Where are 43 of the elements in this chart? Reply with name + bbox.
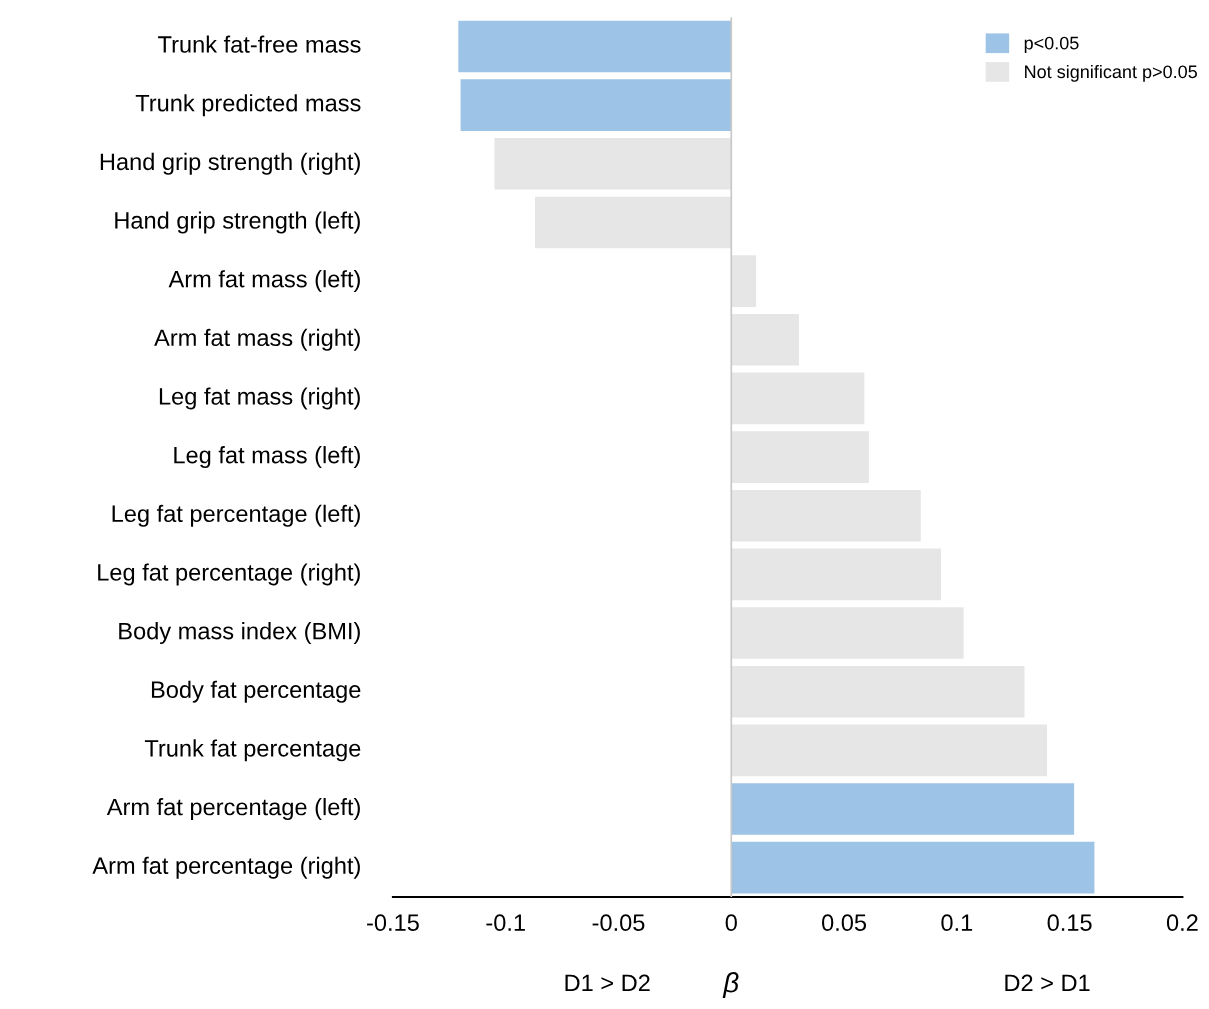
bar	[731, 841, 1095, 894]
y-tick-label: Hand grip strength (right)	[100, 152, 360, 175]
bar	[731, 607, 964, 659]
y-tick-label: Arm fat percentage (left)	[106, 798, 360, 821]
y-tick-label: Body fat percentage	[151, 680, 361, 703]
y-tick-label: Body mass index (BMI)	[119, 622, 360, 645]
x-tick-label: 0	[725, 914, 737, 932]
bar	[731, 431, 869, 483]
bar	[731, 313, 799, 366]
x-tick-label: -0.1	[486, 914, 525, 932]
bar	[731, 255, 757, 307]
bar	[731, 783, 1075, 835]
y-tick-label: Arm fat mass (right)	[154, 328, 360, 351]
x-axis-title: β	[722, 972, 739, 998]
legend-label: Not significant p>0.05	[1025, 64, 1197, 82]
legend-label: p<0.05	[1024, 36, 1079, 54]
y-tick-label: Leg fat mass (right)	[159, 387, 360, 410]
bar	[731, 724, 1048, 777]
x-tick-label: 0.2	[1166, 914, 1198, 932]
bar	[731, 548, 942, 601]
bar	[731, 665, 1025, 718]
y-tick-label: Trunk predicted mass	[135, 94, 361, 117]
y-tick-label: Trunk fat-free mass	[158, 35, 361, 53]
bar	[494, 137, 732, 190]
x-tick-label: -0.15	[367, 914, 419, 932]
bar	[535, 196, 732, 249]
y-tick-label: Arm fat percentage (right)	[92, 856, 360, 879]
bar	[731, 372, 865, 425]
y-tick-label: Hand grip strength (left)	[115, 211, 360, 234]
text: D1 > D2	[565, 974, 650, 992]
y-tick-label: Leg fat percentage (right)	[98, 563, 360, 586]
x-tick-label: -0.05	[592, 914, 645, 932]
y-tick-label: Leg fat mass (left)	[174, 446, 360, 469]
bar	[458, 20, 732, 73]
y-tick-label: Leg fat percentage (left)	[112, 504, 360, 527]
x-tick-label: 0.15	[1047, 914, 1092, 932]
x-tick-label: 0.1	[941, 914, 973, 932]
y-tick-label: Trunk fat percentage	[144, 739, 361, 762]
y-tick-label: Arm fat mass (left)	[168, 270, 360, 293]
x-tick-label: 0.05	[822, 914, 867, 932]
text: D2 > D1	[1005, 974, 1090, 992]
bar	[731, 489, 921, 542]
bar	[460, 79, 732, 131]
